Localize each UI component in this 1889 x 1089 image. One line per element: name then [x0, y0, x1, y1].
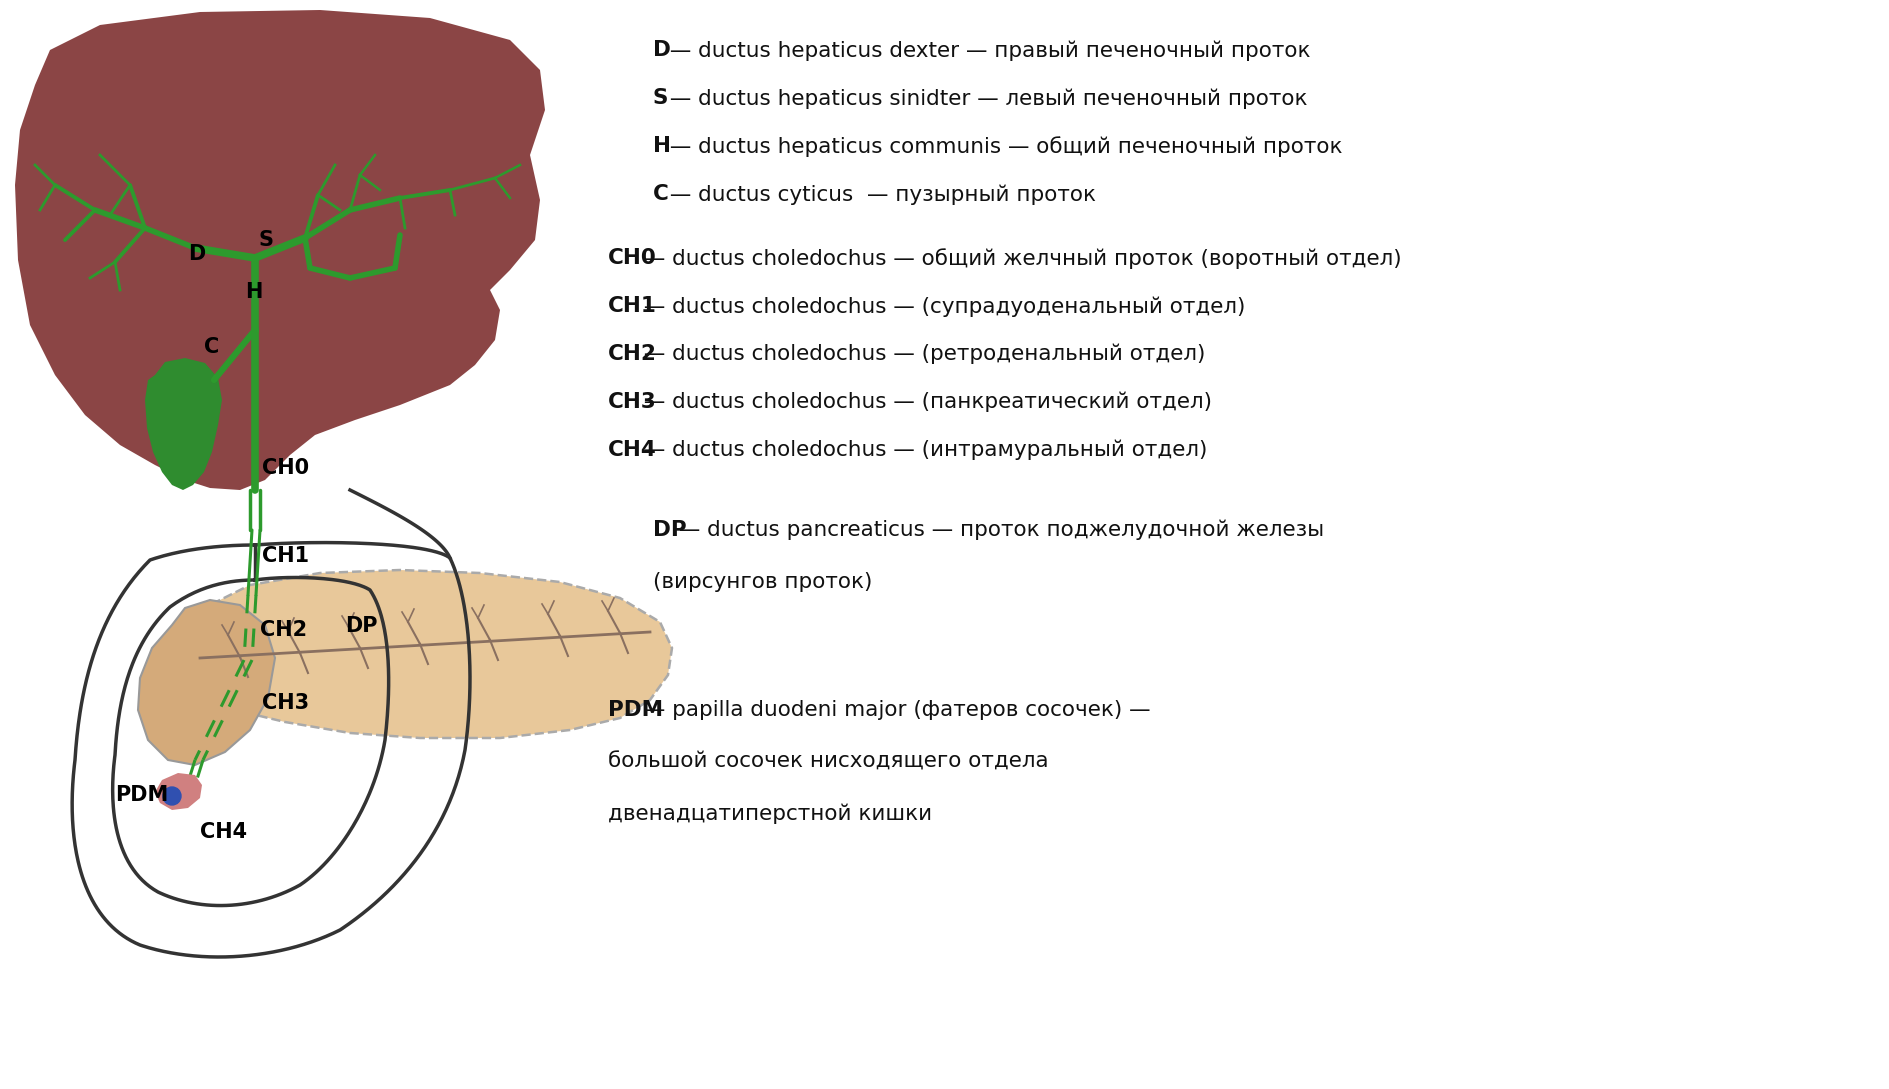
Text: CH1: CH1: [263, 546, 310, 566]
Text: (вирсунгов проток): (вирсунгов проток): [654, 572, 873, 592]
Text: CH0: CH0: [608, 248, 655, 268]
Polygon shape: [138, 600, 276, 764]
Text: — ductus choledochus — общий желчный проток (воротный отдел): — ductus choledochus — общий желчный про…: [637, 248, 1402, 269]
Text: H: H: [246, 282, 263, 302]
Text: — ductus hepaticus dexter — правый печеночный проток: — ductus hepaticus dexter — правый печен…: [663, 40, 1309, 61]
Text: — ductus cyticus  — пузырный проток: — ductus cyticus — пузырный проток: [663, 184, 1096, 205]
Text: H: H: [654, 136, 671, 156]
Text: — ductus hepaticus sinidter — левый печеночный проток: — ductus hepaticus sinidter — левый пече…: [663, 88, 1307, 109]
Text: CH2: CH2: [608, 344, 657, 364]
Text: PDM: PDM: [115, 785, 168, 805]
Text: CH3: CH3: [263, 693, 310, 713]
Text: S: S: [654, 88, 669, 108]
Text: DP: DP: [346, 616, 378, 636]
Text: CH0: CH0: [263, 458, 310, 478]
Text: — papilla duodeni major (фатеров сосочек) —: — papilla duodeni major (фатеров сосочек…: [637, 700, 1150, 720]
Polygon shape: [15, 10, 544, 490]
Text: S: S: [259, 230, 272, 250]
Text: C: C: [204, 337, 219, 357]
Text: CH1: CH1: [608, 296, 657, 316]
Text: большой сосочек нисходящего отдела: большой сосочек нисходящего отдела: [608, 752, 1048, 772]
Text: DP: DP: [654, 521, 686, 540]
Text: C: C: [654, 184, 669, 204]
Text: CH3: CH3: [608, 392, 655, 412]
Text: PDM: PDM: [608, 700, 663, 720]
Circle shape: [162, 787, 181, 805]
Text: двенадцатиперстной кишки: двенадцатиперстной кишки: [608, 804, 931, 824]
Text: — ductus choledochus — (ретроденальный отдел): — ductus choledochus — (ретроденальный о…: [637, 344, 1205, 365]
Text: D: D: [654, 40, 671, 60]
Text: — ductus choledochus — (панкреатический отдел): — ductus choledochus — (панкреатический …: [637, 392, 1211, 413]
Text: CH4: CH4: [200, 822, 247, 842]
Text: D: D: [187, 244, 206, 264]
Text: — ductus choledochus — (супрадуоденальный отдел): — ductus choledochus — (супрадуоденальны…: [637, 296, 1245, 317]
Polygon shape: [179, 570, 672, 738]
Text: CH2: CH2: [261, 620, 306, 640]
Text: CH4: CH4: [608, 440, 655, 460]
Text: — ductus hepaticus communis — общий печеночный проток: — ductus hepaticus communis — общий пече…: [663, 136, 1341, 157]
Polygon shape: [155, 773, 202, 810]
Polygon shape: [145, 358, 221, 490]
Text: — ductus choledochus — (интрамуральный отдел): — ductus choledochus — (интрамуральный о…: [637, 440, 1207, 461]
Text: — ductus pancreaticus — проток поджелудочной железы: — ductus pancreaticus — проток поджелудо…: [672, 521, 1324, 540]
